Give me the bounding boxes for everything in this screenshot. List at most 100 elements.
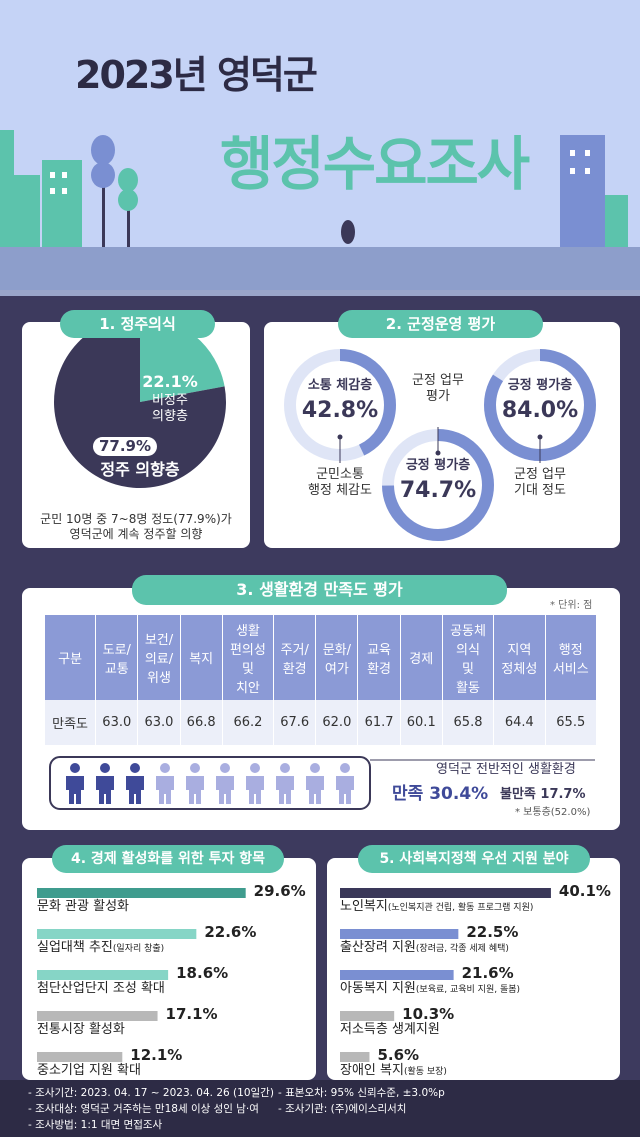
person-icon (190, 763, 200, 773)
table-cell: 복지 (180, 615, 223, 700)
category-note: (장려금, 각종 세제 혜택) (415, 944, 509, 954)
value-label: 29.6% (253, 882, 306, 900)
table-cell: 64.4 (493, 700, 546, 745)
table-cell: 도로/ 교통 (95, 615, 139, 700)
person-icon (340, 763, 350, 773)
value-label: 40.1% (558, 882, 611, 900)
category-name: 출산장려 지원 (340, 940, 416, 955)
person-icon (126, 776, 144, 804)
value-label: 84.0% (501, 398, 579, 423)
person-icon (70, 763, 80, 773)
value-label: 18.6% (176, 964, 229, 982)
slice-name: 정주 의향층 (100, 460, 180, 479)
footer-item: - 표본오차: 95% 신뢰수준, ±3.0%p (278, 1087, 445, 1099)
table-cell: 65.8 (442, 700, 495, 745)
bar (340, 1052, 370, 1062)
person-icon (216, 776, 234, 804)
connector-dot (537, 434, 543, 440)
table-cell: 66.8 (180, 700, 223, 745)
section-title: 2. 군정운영 평가 (338, 310, 543, 338)
caption: 군정 업무 평가 (412, 373, 464, 405)
table-cell: 교육 환경 (357, 615, 401, 700)
category: 장애인 복지(활동 보장) (340, 1063, 447, 1079)
table-cell: 63.0 (137, 700, 181, 745)
value-label: 22.5% (466, 923, 519, 941)
person-icon (246, 776, 264, 804)
section-title: 4. 경제 활성화를 위한 투자 항목 (52, 845, 284, 873)
bar (37, 929, 197, 939)
category-name: 문화 관광 활성화 (37, 899, 129, 914)
unit: * 단위: 점 (550, 600, 593, 611)
table-cell: 67.6 (273, 700, 317, 745)
category: 저소득층 생계지원 (340, 1022, 440, 1038)
card (327, 858, 620, 1080)
table: 구분 도로/ 교통 보건/ 의료/ 위생 복지 생활 편의성 및 치안 주거/ 환경 문화/… (45, 615, 598, 745)
category: 노인복지(노인복지관 건립, 활동 프로그램 지원) (340, 899, 533, 915)
footer-item: - 조사방법: 1:1 대면 면접조사 (28, 1119, 163, 1131)
category-name: 중소기업 지원 확대 (37, 1063, 141, 1078)
person-icon (100, 763, 110, 773)
person-icon (306, 776, 324, 804)
dissatisfied: 불만족 17.7% (500, 787, 586, 802)
table-cell: 문화/ 여가 (315, 615, 359, 700)
caption: 군정 업무 기대 정도 (514, 467, 566, 499)
person-icon (156, 776, 174, 804)
table-cell: 63.0 (95, 700, 139, 745)
note: 군민 10명 중 7~8명 정도(77.9%)가 영덕군에 계속 정주할 의향 (40, 512, 232, 541)
category: 출산장려 지원(장려금, 각종 세제 혜택) (340, 940, 509, 956)
value-label: 10.3% (402, 1005, 455, 1023)
value-label: 42.8% (301, 398, 379, 423)
section-title: 1. 정주의식 (60, 310, 215, 338)
table-cell: 62.0 (315, 700, 359, 745)
title: 행정수요조사 (220, 130, 530, 198)
table-cell: 공동체 의식 및 활동 (442, 615, 495, 700)
bar (340, 1011, 395, 1021)
connector-dot (435, 450, 441, 456)
bar (340, 929, 459, 939)
table-cell: 경제 (400, 615, 443, 700)
bar (37, 1052, 123, 1062)
bar (340, 888, 551, 898)
table-cell: 생활 편의성 및 치안 (222, 615, 275, 700)
category: 전통시장 활성화 (37, 1022, 125, 1038)
person-icon (280, 763, 290, 773)
bar (37, 888, 246, 898)
table-cell: 60.1 (400, 700, 443, 745)
ground-edge (0, 290, 640, 296)
category: 첨단산업단지 조성 확대 (37, 981, 165, 997)
windows (50, 150, 590, 194)
value-label: 12.1% (130, 1046, 183, 1064)
category-name: 노인복지 (340, 899, 388, 914)
value-label: 74.7% (399, 478, 477, 503)
category-name: 첨단산업단지 조성 확대 (37, 981, 165, 996)
table-cell: 65.5 (545, 700, 598, 745)
footer-item: - 조사대상: 영덕군 거주하는 만18세 이상 성인 남·여 (28, 1103, 259, 1115)
footer: - 조사기간: 2023. 04. 17 ~ 2023. 04. 26 (10일… (28, 1085, 628, 1133)
person-icon (160, 763, 170, 773)
table-cell: 66.2 (222, 700, 275, 745)
person-icon (276, 776, 294, 804)
bar (340, 970, 454, 980)
table-cell: 구분 (45, 615, 97, 700)
person-icon (130, 763, 140, 773)
category-note: (일자리 창출) (112, 944, 165, 954)
person-icon (336, 776, 354, 804)
bar (37, 970, 169, 980)
footer-bg (0, 1080, 640, 1137)
gauge-name: 긍정 평가층 (405, 458, 471, 473)
value-label: 77.9% (92, 437, 158, 456)
card (22, 858, 316, 1080)
gauge-arc (284, 349, 396, 461)
person-icon (310, 763, 320, 773)
person-icon (66, 776, 84, 804)
person-icon (250, 763, 260, 773)
category-name: 장애인 복지 (340, 1063, 404, 1078)
building (560, 135, 605, 250)
value-label: 5.6% (377, 1046, 420, 1064)
category: 아동복지 지원(보육료, 교육비 지원, 돌봄) (340, 981, 520, 997)
table-cell: 만족도 (45, 700, 97, 745)
category-name: 전통시장 활성화 (37, 1022, 125, 1037)
gauge-name: 소통 체감층 (307, 378, 373, 393)
category-name: 아동복지 지원 (340, 981, 416, 996)
value-label: 17.1% (165, 1005, 218, 1023)
